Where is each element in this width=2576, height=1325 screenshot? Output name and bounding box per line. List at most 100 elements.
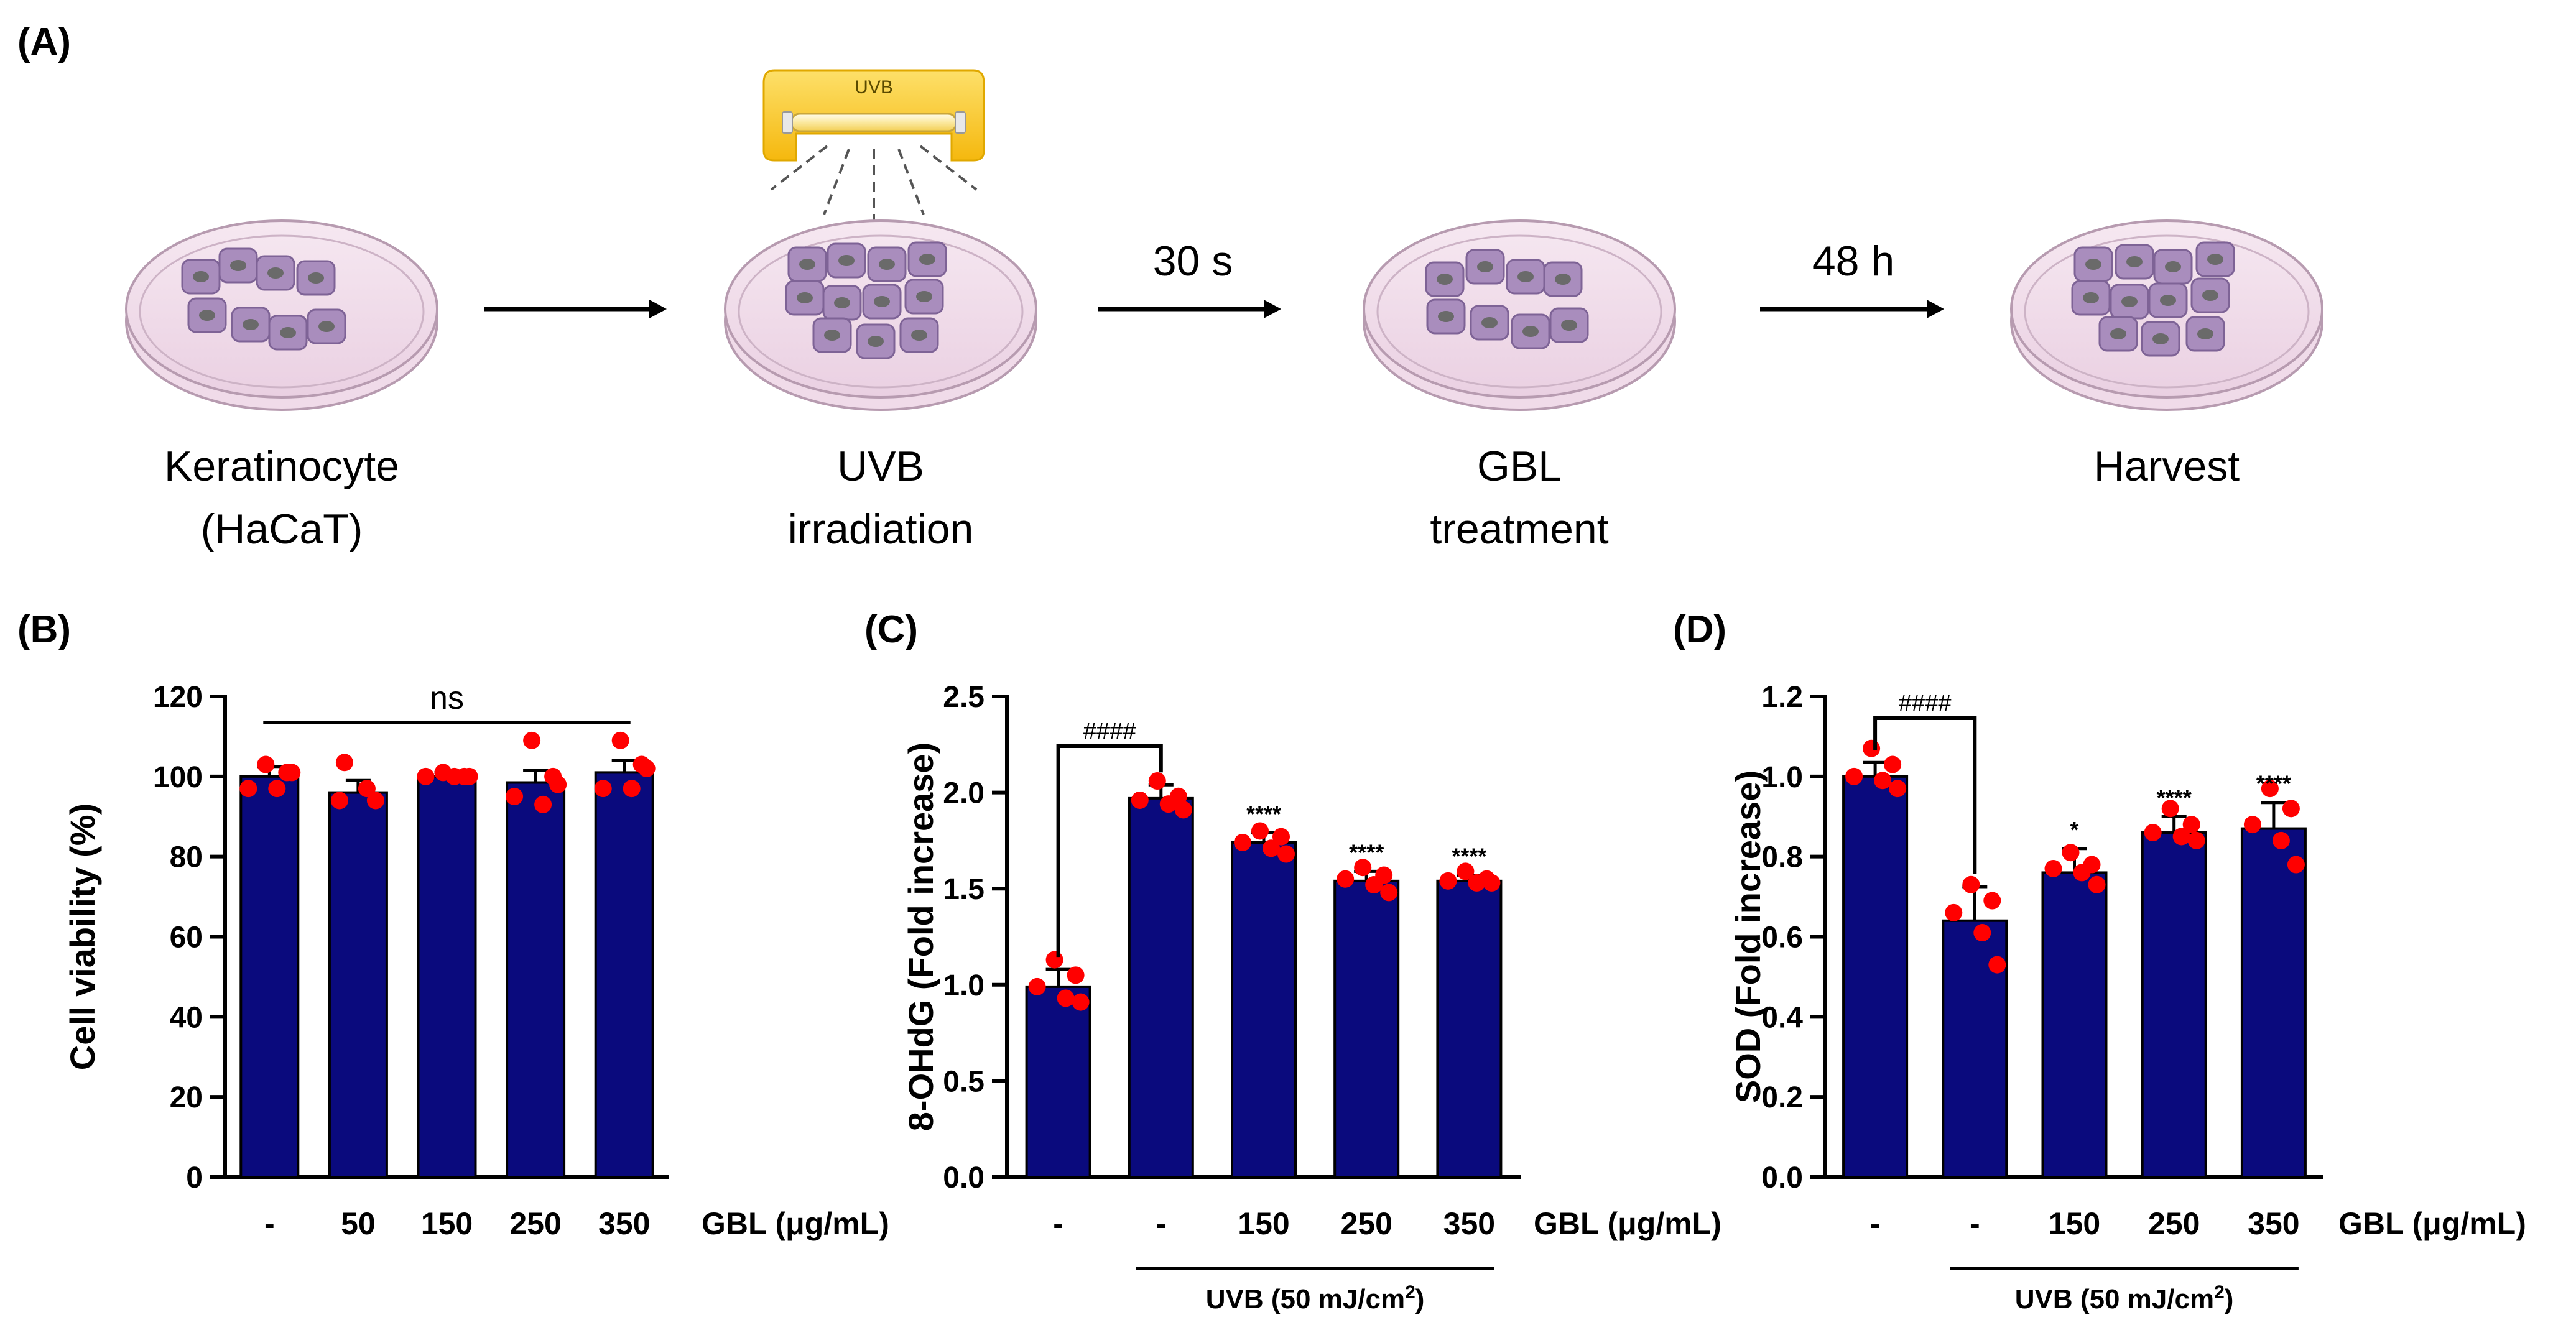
step-label-treatment: treatment bbox=[1430, 506, 1608, 553]
significance-label: **** bbox=[1246, 801, 1281, 827]
dish-inner-rim bbox=[1376, 234, 1662, 389]
data-point bbox=[1028, 977, 1046, 995]
data-point bbox=[2161, 800, 2179, 818]
y-tick-label: 2.0 bbox=[943, 777, 985, 810]
data-point bbox=[417, 767, 435, 785]
x-tick-label: - bbox=[1156, 1206, 1166, 1241]
cell-nucleus bbox=[1522, 326, 1539, 337]
y-tick-label: 1.5 bbox=[943, 873, 985, 906]
data-point bbox=[2261, 780, 2279, 798]
y-axis-label: SOD (Fold increase) bbox=[1728, 770, 1768, 1103]
bar bbox=[1025, 985, 1091, 1178]
cell-nucleus bbox=[2197, 328, 2213, 339]
bar bbox=[417, 775, 477, 1179]
data-point bbox=[1874, 772, 1892, 790]
y-tick-label: 0.2 bbox=[1761, 1081, 1803, 1114]
data-point bbox=[1380, 884, 1398, 902]
data-point bbox=[594, 780, 612, 798]
data-point bbox=[2287, 856, 2305, 874]
x-tick-label: 350 bbox=[1443, 1206, 1495, 1241]
y-tick-label: 0.6 bbox=[1761, 921, 1803, 954]
cell-nucleus bbox=[868, 336, 884, 347]
data-point bbox=[330, 792, 348, 810]
arrow-label-48h: 48 h bbox=[1812, 238, 1894, 285]
data-point bbox=[1277, 845, 1295, 863]
uvb-label: UVB (50 mJ/cm2) bbox=[2015, 1282, 2234, 1314]
cell-nucleus bbox=[1438, 311, 1454, 322]
y-tick-label: 0.4 bbox=[1761, 1001, 1803, 1034]
bar bbox=[2041, 871, 2108, 1179]
workflow-arrow-3 bbox=[1760, 300, 1944, 318]
hash-bracket-line bbox=[1056, 744, 1163, 958]
x-axis-label: GBL (μg/mL) bbox=[702, 1206, 889, 1241]
cell-nucleus bbox=[230, 260, 246, 271]
cell-nucleus bbox=[799, 259, 815, 270]
x-tick-label: 150 bbox=[2049, 1206, 2100, 1241]
data-point bbox=[1354, 859, 1372, 877]
cell-nucleus bbox=[1561, 320, 1577, 331]
cell-nucleus bbox=[2165, 261, 2181, 272]
data-point bbox=[623, 780, 641, 798]
data-point bbox=[1439, 872, 1457, 890]
data-point bbox=[1131, 791, 1149, 809]
significance-label: **** bbox=[1452, 844, 1486, 869]
cell-nucleus bbox=[824, 330, 840, 341]
data-point bbox=[335, 754, 353, 772]
data-point bbox=[239, 780, 257, 798]
data-point bbox=[1988, 956, 2006, 974]
data-point bbox=[366, 792, 384, 810]
cell-nucleus bbox=[1517, 271, 1534, 282]
bar bbox=[506, 781, 566, 1178]
data-point bbox=[2282, 800, 2300, 818]
cell-nucleus bbox=[2207, 254, 2223, 265]
data-point bbox=[1174, 801, 1192, 819]
bar bbox=[594, 771, 654, 1179]
data-point bbox=[1057, 989, 1075, 1007]
cell-nucleus bbox=[834, 297, 850, 308]
data-point bbox=[1468, 874, 1486, 892]
data-point bbox=[1945, 903, 1963, 921]
cell-nucleus bbox=[243, 319, 259, 330]
data-point bbox=[1263, 839, 1280, 857]
x-tick-label: 150 bbox=[1238, 1206, 1289, 1241]
y-axis-label: 8-OHdG (Fold increase) bbox=[901, 742, 940, 1131]
significance-label: **** bbox=[2256, 771, 2291, 796]
x-tick-label: 50 bbox=[341, 1206, 376, 1241]
step-label-irradiation: irradiation bbox=[788, 506, 974, 553]
bar bbox=[1231, 841, 1297, 1178]
y-axis-label: Cell viability (%) bbox=[63, 803, 102, 1070]
data-point bbox=[1159, 795, 1177, 813]
bar bbox=[328, 791, 388, 1178]
petri-dish-3 bbox=[1363, 219, 1676, 411]
chart-panel-b: (B) 0 20 40 60 80 100 120 Cell viability (%) - 50 1… bbox=[17, 608, 889, 1241]
cell-nucleus bbox=[280, 327, 296, 338]
x-tick-label: 350 bbox=[2248, 1206, 2299, 1241]
bar bbox=[2240, 827, 2307, 1178]
ns-label: ns bbox=[430, 680, 464, 716]
cell-nucleus bbox=[1437, 274, 1453, 285]
x-tick-label: 250 bbox=[1340, 1206, 1392, 1241]
data-point bbox=[2187, 831, 2205, 849]
bar bbox=[1333, 879, 1400, 1179]
x-tick-label: 350 bbox=[598, 1206, 650, 1241]
data-point bbox=[2062, 844, 2080, 862]
significance-label: * bbox=[2070, 817, 2078, 843]
cell-nucleus bbox=[879, 259, 895, 270]
panel-a-workflow: (A) UVB 30 s bbox=[17, 21, 2323, 553]
data-point bbox=[1863, 739, 1881, 757]
data-point bbox=[549, 775, 567, 793]
cell-nucleus bbox=[2121, 296, 2138, 307]
data-point bbox=[283, 764, 301, 782]
cell-nucleus bbox=[2110, 328, 2126, 339]
data-point bbox=[1483, 874, 1501, 892]
step-label-hacat: (HaCaT) bbox=[201, 506, 363, 553]
data-point bbox=[2088, 875, 2106, 893]
lamp-label: UVB bbox=[855, 77, 893, 98]
cell-nucleus bbox=[2152, 333, 2169, 344]
cell-nucleus bbox=[797, 292, 813, 303]
data-point bbox=[1973, 924, 1991, 942]
cell-nucleus bbox=[1555, 274, 1571, 285]
y-tick-label: 120 bbox=[153, 681, 203, 714]
y-tick-label: 0.0 bbox=[943, 1161, 985, 1194]
